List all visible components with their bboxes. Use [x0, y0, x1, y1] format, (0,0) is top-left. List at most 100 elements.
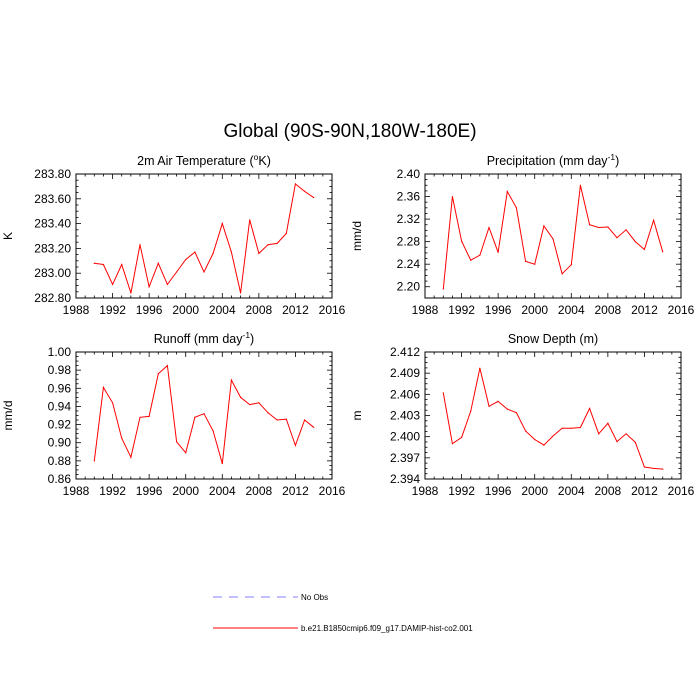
- x-tick-label: 2000: [521, 303, 548, 317]
- panel-title: Runoff (mm day-1): [154, 330, 254, 346]
- data-point: [451, 195, 454, 198]
- data-point: [258, 402, 260, 404]
- x-tick-label: 1988: [63, 303, 90, 317]
- x-tick-label: 2012: [631, 484, 658, 498]
- data-point: [652, 219, 655, 221]
- data-point: [570, 264, 572, 266]
- y-tick-label: 2.397: [390, 451, 420, 465]
- x-tick-label: 1992: [448, 484, 475, 498]
- x-tick-label: 2004: [209, 303, 236, 317]
- x-tick-label: 2004: [558, 303, 585, 317]
- chart-panel-2: 1988 1992 1996 2000 2004 2008 2012 2016 2.20 2.24…: [350, 152, 695, 317]
- chart-panel-3: 1988 1992 1996 2000 2004 2008 2012 2016 0.86 0.88…: [1, 330, 346, 498]
- data-point: [294, 444, 297, 447]
- data-point: [488, 405, 490, 407]
- main-title: Global (90S-90N,180W-180E): [223, 121, 476, 142]
- data-point: [285, 232, 287, 235]
- x-tick-label: 2016: [319, 484, 346, 498]
- panel-title-superscript: -1: [242, 330, 250, 340]
- y-tick-label: 0.90: [48, 436, 72, 450]
- x-tick-label: 2008: [595, 484, 622, 498]
- data-point: [285, 418, 287, 420]
- data-point: [157, 262, 159, 264]
- series-line: [442, 185, 664, 290]
- data-point: [460, 436, 463, 438]
- data-point: [442, 392, 444, 394]
- data-point: [148, 415, 150, 418]
- data-point: [313, 426, 315, 428]
- x-tick-label: 2000: [521, 484, 548, 498]
- data-point: [634, 241, 636, 243]
- y-tick-label: 2.409: [390, 366, 420, 380]
- data-point: [442, 288, 444, 290]
- y-tick-label: 2.20: [397, 280, 421, 294]
- x-tick-label: 1996: [485, 303, 512, 317]
- legend: No Obs b.e21.B1850cmip6.f09_g17.DAMIP-hi…: [213, 593, 473, 633]
- data-point: [203, 271, 205, 273]
- x-tick-label: 2000: [172, 303, 199, 317]
- data-point: [212, 430, 214, 432]
- y-tick-label: 1.00: [48, 345, 72, 359]
- panel-title-end: ): [615, 154, 619, 168]
- panel-title-text: Runoff (mm day: [154, 332, 243, 346]
- data-point: [488, 226, 490, 229]
- y-tick-label: 2.403: [390, 409, 420, 423]
- data-point: [579, 426, 582, 429]
- y-tick-label: 283.00: [34, 266, 71, 280]
- y-tick-label: 2.406: [390, 387, 420, 401]
- series-line: [93, 364, 315, 464]
- y-tick-label: 0.98: [48, 363, 72, 377]
- x-tick-label: 1988: [412, 484, 439, 498]
- data-point: [497, 400, 499, 402]
- data-point: [607, 422, 609, 424]
- y-tick-label: 283.60: [34, 192, 71, 206]
- panel-title: 2m Air Temperature (oK): [137, 152, 271, 168]
- data-point: [203, 413, 205, 415]
- x-tick-label: 2016: [319, 303, 346, 317]
- data-point: [121, 263, 123, 266]
- y-tick-label: 2.24: [397, 257, 421, 271]
- data-point: [534, 438, 536, 441]
- data-point: [479, 367, 481, 369]
- data-point: [552, 238, 554, 240]
- data-point: [175, 441, 178, 443]
- data-point: [643, 248, 646, 251]
- data-point: [643, 466, 646, 468]
- data-point: [598, 226, 600, 229]
- data-point: [451, 443, 454, 445]
- x-tick-label: 2012: [282, 303, 309, 317]
- data-point: [524, 430, 527, 432]
- y-axis-label: mm/d: [350, 221, 364, 251]
- y-tick-label: 0.94: [48, 399, 72, 413]
- y-tick-label: 282.80: [34, 291, 71, 305]
- data-point: [230, 379, 233, 381]
- y-tick-label: 283.20: [34, 241, 71, 255]
- y-tick-label: 2.400: [390, 430, 420, 444]
- y-tick-label: 2.28: [397, 235, 421, 249]
- x-tick-label: 2008: [246, 303, 273, 317]
- x-tick-label: 1996: [136, 303, 163, 317]
- data-point: [157, 373, 159, 375]
- panels: 1988 1992 1996 2000 2004 2008 2012 2016 282.80 28…: [1, 152, 695, 498]
- data-point: [652, 467, 655, 470]
- y-tick-label: 0.88: [48, 454, 72, 468]
- data-point: [543, 444, 545, 446]
- data-point: [625, 229, 627, 231]
- data-point: [479, 254, 481, 256]
- data-point: [121, 437, 123, 439]
- data-point: [497, 251, 499, 253]
- data-point: [303, 419, 306, 421]
- data-point: [515, 412, 518, 414]
- data-point: [588, 224, 591, 226]
- panel-title: Precipitation (mm day-1): [487, 152, 620, 168]
- data-point: [294, 183, 297, 185]
- chart-panel-1: 1988 1992 1996 2000 2004 2008 2012 2016 282.80 28…: [1, 152, 346, 317]
- data-point: [111, 283, 114, 285]
- x-tick-label: 2012: [282, 484, 309, 498]
- plot-frame: [75, 351, 333, 480]
- plot-frame: [424, 351, 682, 480]
- series-line: [442, 368, 663, 470]
- data-point: [470, 410, 472, 412]
- data-point: [662, 251, 664, 253]
